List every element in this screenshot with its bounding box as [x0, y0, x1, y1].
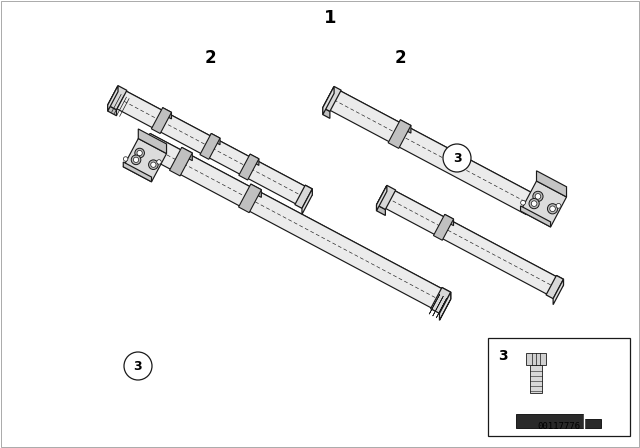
- Circle shape: [157, 159, 161, 164]
- Text: 00117776: 00117776: [538, 422, 580, 431]
- Polygon shape: [440, 292, 451, 320]
- Text: 3: 3: [452, 151, 461, 164]
- Polygon shape: [108, 105, 116, 116]
- Polygon shape: [182, 147, 193, 161]
- Polygon shape: [305, 185, 312, 195]
- Polygon shape: [140, 134, 451, 313]
- Polygon shape: [376, 185, 396, 210]
- Polygon shape: [108, 86, 118, 111]
- Circle shape: [550, 206, 556, 211]
- Polygon shape: [108, 86, 312, 207]
- Text: 2: 2: [394, 49, 406, 67]
- Text: 3: 3: [134, 359, 142, 372]
- Circle shape: [137, 151, 142, 156]
- Polygon shape: [556, 276, 563, 285]
- Circle shape: [124, 157, 128, 161]
- Polygon shape: [251, 184, 261, 198]
- Circle shape: [547, 204, 557, 214]
- Polygon shape: [520, 181, 566, 227]
- Polygon shape: [323, 86, 341, 112]
- Polygon shape: [536, 171, 566, 197]
- Text: 2: 2: [204, 49, 216, 67]
- Circle shape: [556, 203, 561, 208]
- Polygon shape: [433, 215, 454, 240]
- Polygon shape: [124, 162, 152, 182]
- Polygon shape: [200, 134, 220, 159]
- Polygon shape: [124, 138, 166, 182]
- Circle shape: [533, 191, 543, 202]
- Polygon shape: [302, 189, 312, 214]
- Polygon shape: [108, 86, 127, 110]
- Circle shape: [535, 194, 541, 199]
- Polygon shape: [376, 185, 387, 211]
- Circle shape: [131, 155, 141, 164]
- FancyBboxPatch shape: [488, 338, 630, 436]
- Polygon shape: [138, 129, 166, 154]
- Polygon shape: [323, 108, 330, 118]
- Polygon shape: [442, 288, 451, 299]
- Polygon shape: [376, 205, 385, 215]
- Polygon shape: [516, 414, 601, 428]
- Text: 1: 1: [324, 9, 336, 27]
- Polygon shape: [333, 87, 537, 202]
- Circle shape: [531, 201, 537, 207]
- Polygon shape: [546, 276, 563, 299]
- Polygon shape: [250, 154, 259, 165]
- Polygon shape: [118, 86, 312, 196]
- Polygon shape: [553, 279, 563, 305]
- Polygon shape: [170, 147, 193, 176]
- Polygon shape: [150, 134, 451, 300]
- FancyBboxPatch shape: [530, 365, 542, 393]
- Polygon shape: [387, 186, 563, 286]
- Circle shape: [148, 160, 158, 169]
- Circle shape: [151, 162, 156, 168]
- Circle shape: [529, 198, 540, 209]
- Polygon shape: [323, 87, 537, 215]
- Polygon shape: [377, 186, 563, 298]
- Polygon shape: [520, 206, 550, 227]
- Polygon shape: [295, 185, 312, 208]
- Polygon shape: [323, 86, 334, 115]
- Polygon shape: [388, 120, 411, 148]
- Polygon shape: [401, 120, 411, 133]
- Polygon shape: [239, 154, 259, 180]
- Polygon shape: [431, 288, 451, 314]
- Polygon shape: [152, 108, 172, 134]
- FancyBboxPatch shape: [526, 353, 546, 365]
- Polygon shape: [445, 215, 454, 226]
- Polygon shape: [163, 108, 172, 119]
- Polygon shape: [211, 134, 220, 145]
- Circle shape: [135, 148, 145, 158]
- Circle shape: [443, 144, 471, 172]
- Text: 3: 3: [498, 349, 508, 362]
- Circle shape: [124, 352, 152, 380]
- Circle shape: [521, 200, 525, 205]
- Polygon shape: [239, 184, 261, 213]
- Circle shape: [133, 157, 139, 163]
